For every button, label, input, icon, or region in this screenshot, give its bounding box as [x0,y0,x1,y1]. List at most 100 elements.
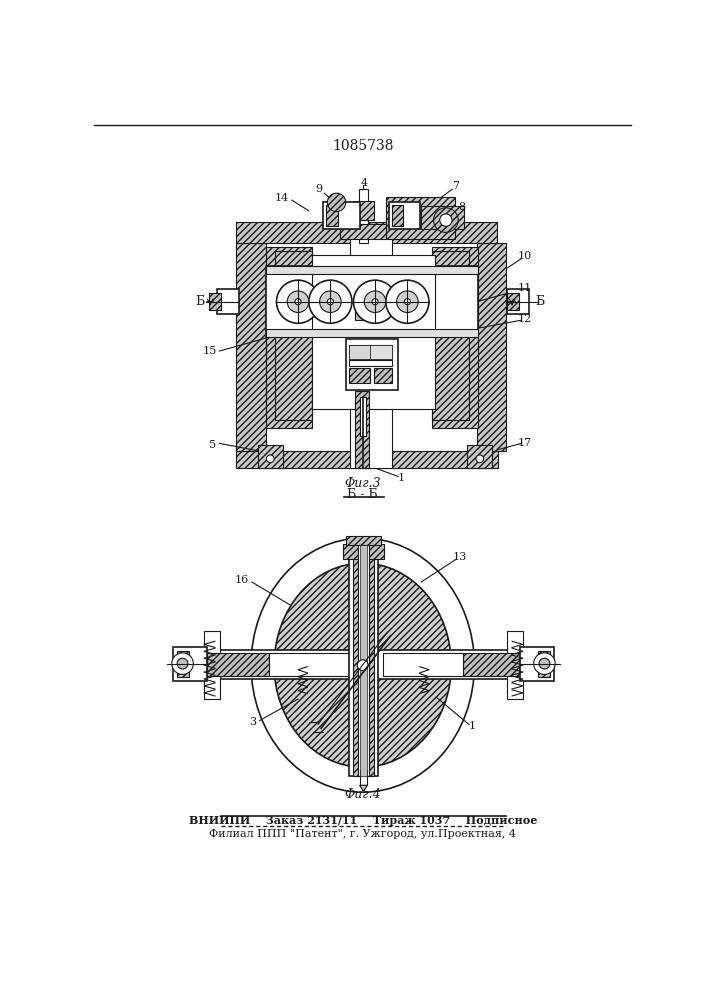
Bar [354,201,373,220]
Bar [322,202,360,229]
Bar [312,255,435,409]
Bar [361,545,366,776]
Bar [508,293,519,310]
Text: 11: 11 [518,283,532,293]
Text: 3: 3 [250,717,257,727]
Bar [349,345,370,359]
Text: 16: 16 [235,575,249,585]
Text: 4: 4 [361,178,368,188]
Bar [236,451,498,468]
Bar [351,229,392,468]
Text: Φиг.4: Φиг.4 [344,788,381,801]
Bar [275,251,312,420]
Bar [392,205,403,226]
Bar [373,368,392,383]
Circle shape [309,280,352,323]
Circle shape [327,299,334,305]
Circle shape [372,299,378,305]
Bar [382,653,463,676]
Bar [358,545,369,776]
Bar [508,631,523,699]
Bar [173,647,207,681]
Circle shape [534,653,555,674]
Text: 14: 14 [274,193,288,203]
Circle shape [404,299,411,305]
Text: 8: 8 [459,202,466,212]
Text: 1: 1 [469,721,476,731]
Polygon shape [360,785,368,791]
Text: 10: 10 [518,251,532,261]
Bar [346,536,381,545]
Circle shape [172,653,193,674]
Bar [421,206,464,229]
Bar [355,391,369,468]
Bar [467,445,492,468]
Bar [266,266,478,337]
Circle shape [320,291,341,312]
Bar [389,202,420,229]
Bar [360,770,368,785]
Circle shape [295,299,301,305]
Bar [360,397,366,436]
Bar [477,243,506,451]
Text: 1: 1 [397,473,405,483]
Bar [370,345,392,359]
Bar [236,243,266,451]
Circle shape [354,280,397,323]
Bar [432,247,478,428]
Circle shape [364,291,386,312]
Circle shape [267,455,274,463]
Text: Филиал ППП "Патент", г. Ужгород, ул.Проектная, 4: Филиал ППП "Патент", г. Ужгород, ул.Прое… [209,829,516,839]
Text: 5: 5 [209,440,216,450]
Bar [349,368,370,383]
Bar [463,653,523,676]
Circle shape [327,193,346,212]
Bar [520,647,554,681]
Text: 15: 15 [202,346,216,356]
Text: 17: 17 [518,438,532,448]
Bar [537,651,550,677]
Circle shape [539,658,550,669]
Bar [346,339,398,389]
Text: 12: 12 [518,314,532,324]
Bar [258,445,283,468]
Ellipse shape [274,563,451,767]
Text: 13: 13 [452,552,467,562]
Text: 7: 7 [452,181,460,191]
Text: Б - Б: Б - Б [347,488,378,501]
Circle shape [476,455,484,463]
Text: Φиг.3: Φиг.3 [344,477,381,490]
Bar [340,224,387,239]
Bar [354,545,373,776]
Circle shape [177,658,188,669]
Bar [266,266,478,274]
Bar [269,653,349,676]
Bar [209,293,221,310]
Bar [508,289,529,314]
Text: Б: Б [535,295,544,308]
Ellipse shape [251,538,474,792]
Circle shape [287,291,309,312]
Bar [236,222,497,243]
Bar [326,205,338,226]
Bar [266,329,478,337]
Bar [266,247,312,428]
Bar [432,251,469,420]
Bar [349,545,378,776]
Circle shape [433,208,458,232]
Bar [177,651,189,677]
Bar [207,653,269,676]
Bar [343,544,385,559]
Circle shape [276,280,320,323]
Bar [386,197,455,239]
Bar [349,360,392,366]
Bar [349,345,392,359]
Circle shape [440,214,452,226]
Bar [217,289,239,314]
Text: Б: Б [195,295,204,308]
Text: 9: 9 [315,184,322,194]
Bar [204,650,526,679]
Circle shape [357,660,368,671]
Text: ВНИИПИ    Заказ 2131/11    Тираж 1037    Подписное: ВНИИПИ Заказ 2131/11 Тираж 1037 Подписно… [189,815,537,826]
Circle shape [397,291,418,312]
